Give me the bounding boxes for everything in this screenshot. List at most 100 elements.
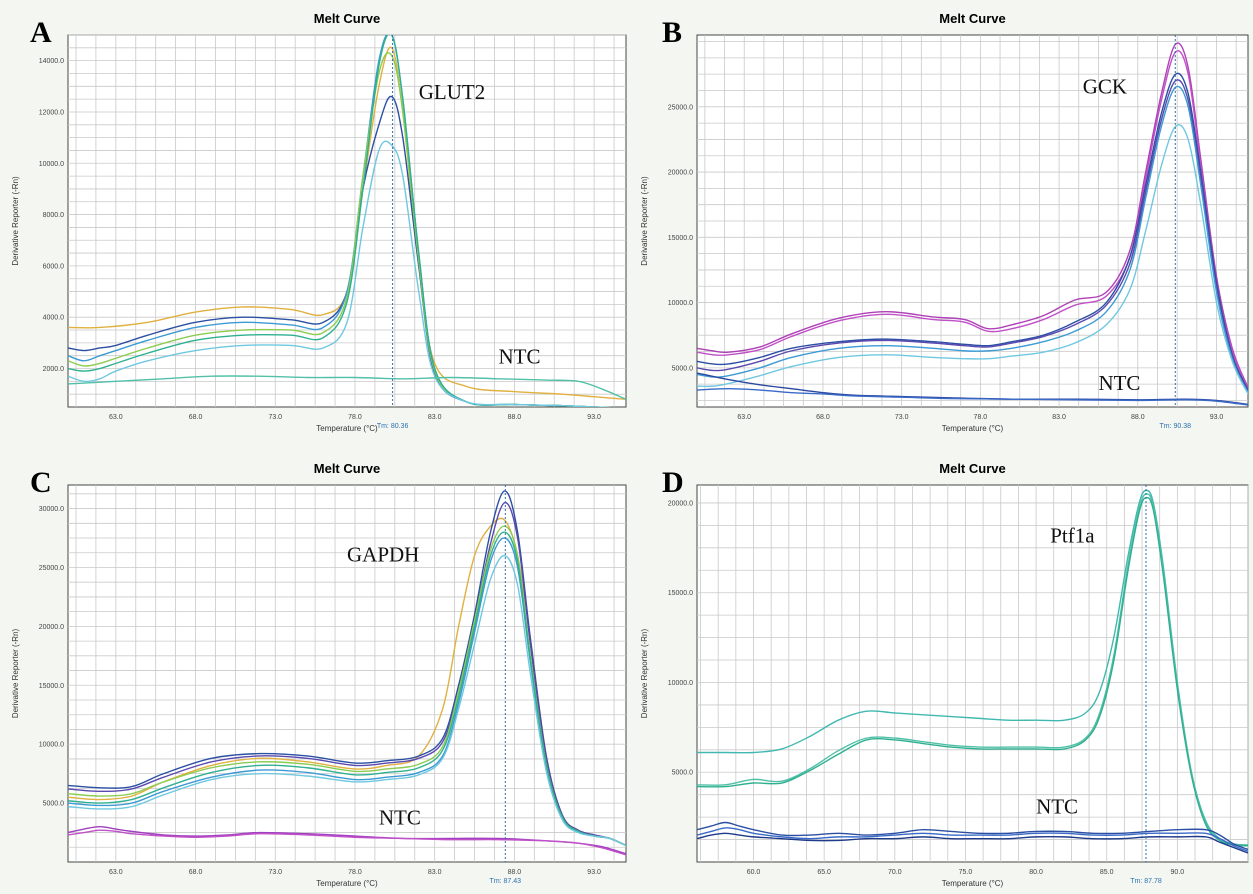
y-axis-label: Derivative Reporter (-Rn) bbox=[11, 176, 20, 266]
y-tick-label: 10000.0 bbox=[668, 300, 693, 307]
x-tick-label: 80.0 bbox=[1029, 869, 1043, 876]
series-line bbox=[68, 829, 626, 856]
x-tick-label: 83.0 bbox=[428, 414, 442, 421]
y-tick-label: 10000.0 bbox=[668, 680, 693, 687]
series-line bbox=[68, 554, 626, 847]
tm-label: Tm: 90.38 bbox=[1160, 423, 1192, 430]
x-tick-label: 83.0 bbox=[1052, 414, 1066, 421]
x-tick-label: 93.0 bbox=[587, 414, 601, 421]
y-tick-label: 12000.0 bbox=[39, 109, 64, 116]
y-tick-label: 5000.0 bbox=[672, 365, 694, 372]
x-tick-label: 83.0 bbox=[428, 869, 442, 876]
y-tick-label: 20000.0 bbox=[39, 624, 64, 631]
x-tick-label: 68.0 bbox=[189, 414, 203, 421]
y-tick-label: 15000.0 bbox=[668, 590, 693, 597]
y-tick-label: 25000.0 bbox=[39, 565, 64, 572]
series-line bbox=[68, 35, 612, 407]
x-tick-label: 85.0 bbox=[1100, 869, 1114, 876]
series-line bbox=[697, 85, 1248, 393]
chart-title: Melt Curve bbox=[939, 11, 1005, 26]
x-tick-label: 78.0 bbox=[348, 869, 362, 876]
series-line bbox=[697, 42, 1248, 388]
plot-area bbox=[67, 34, 627, 408]
annotation-label: NTC bbox=[1098, 371, 1140, 395]
x-tick-label: 73.0 bbox=[895, 414, 909, 421]
series-group bbox=[68, 490, 626, 856]
y-tick-label: 14000.0 bbox=[39, 58, 64, 65]
y-tick-label: 6000.0 bbox=[43, 263, 65, 270]
chart-title: Melt Curve bbox=[314, 11, 380, 26]
series-group bbox=[697, 489, 1248, 854]
series-line bbox=[697, 388, 1248, 406]
series-group bbox=[68, 35, 626, 407]
y-tick-label: 10000.0 bbox=[39, 742, 64, 749]
chart-panel-a: A Melt Curve 63.0 68.0 73.0 78.0 83.0 88.0 93.0 2… bbox=[11, 11, 627, 433]
series-line bbox=[697, 72, 1248, 391]
y-tick-label: 30000.0 bbox=[39, 506, 64, 513]
annotation-label: NTC bbox=[379, 805, 421, 829]
plot-area bbox=[67, 484, 627, 863]
chart-panel-b: B Melt Curve 63.0 68.0 73.0 78.0 83.0 88.0 93.0 5… bbox=[640, 11, 1249, 433]
x-tick-label: 73.0 bbox=[268, 869, 282, 876]
chart-title: Melt Curve bbox=[314, 461, 380, 476]
plot-area bbox=[696, 484, 1249, 863]
x-tick-label: 93.0 bbox=[587, 869, 601, 876]
series-line bbox=[697, 832, 1248, 854]
grid bbox=[68, 34, 626, 407]
y-tick-label: 25000.0 bbox=[668, 104, 693, 111]
x-tick-label: 93.0 bbox=[1210, 414, 1224, 421]
x-tick-label: 75.0 bbox=[959, 869, 973, 876]
series-line bbox=[697, 496, 1248, 847]
x-tick-label: 88.0 bbox=[508, 414, 522, 421]
x-tick-label: 63.0 bbox=[737, 414, 751, 421]
series-line bbox=[697, 827, 1248, 852]
y-tick-label: 15000.0 bbox=[39, 683, 64, 690]
x-tick-label: 60.0 bbox=[747, 869, 761, 876]
x-tick-label: 63.0 bbox=[109, 869, 123, 876]
grid bbox=[697, 485, 1249, 862]
x-tick-label: 68.0 bbox=[816, 414, 830, 421]
y-tick-label: 5000.0 bbox=[43, 801, 65, 808]
x-tick-label: 70.0 bbox=[888, 869, 902, 876]
series-line bbox=[68, 531, 626, 847]
series-line bbox=[697, 821, 1248, 851]
y-tick-label: 5000.0 bbox=[672, 770, 694, 777]
series-group bbox=[697, 42, 1248, 406]
y-tick-label: 20000.0 bbox=[668, 500, 693, 507]
y-tick-label: 10000.0 bbox=[39, 161, 64, 168]
y-tick-label: 8000.0 bbox=[43, 212, 65, 219]
x-tick-label: 88.0 bbox=[1131, 414, 1145, 421]
y-axis-label: Derivative Reporter (-Rn) bbox=[11, 628, 20, 718]
panel-letter: C bbox=[30, 466, 52, 499]
x-axis-label: Temperature (°C) bbox=[316, 424, 378, 433]
x-tick-label: 90.0 bbox=[1171, 869, 1185, 876]
x-tick-label: 63.0 bbox=[109, 414, 123, 421]
series-line bbox=[68, 375, 626, 400]
chart-title: Melt Curve bbox=[939, 461, 1005, 476]
annotation-label: NTC bbox=[498, 344, 540, 368]
x-tick-label: 73.0 bbox=[268, 414, 282, 421]
y-tick-label: 15000.0 bbox=[668, 235, 693, 242]
chart-panel-c: C Melt Curve 63.0 68.0 73.0 78.0 83.0 88.0 93.0 5… bbox=[11, 461, 627, 888]
y-tick-label: 20000.0 bbox=[668, 170, 693, 177]
x-tick-label: 78.0 bbox=[348, 414, 362, 421]
series-line bbox=[697, 79, 1248, 392]
tm-label: Tm: 80.36 bbox=[377, 423, 409, 430]
x-tick-label: 78.0 bbox=[974, 414, 988, 421]
annotation-label: GCK bbox=[1083, 75, 1127, 99]
panel-letter: D bbox=[662, 466, 684, 499]
tm-label: Tm: 87.43 bbox=[490, 878, 522, 885]
y-tick-label: 4000.0 bbox=[43, 315, 65, 322]
x-tick-label: 68.0 bbox=[189, 869, 203, 876]
x-axis-label: Temperature (°C) bbox=[942, 879, 1004, 888]
x-tick-label: 88.0 bbox=[508, 869, 522, 876]
y-axis-label: Derivative Reporter (-Rn) bbox=[640, 628, 649, 718]
series-line bbox=[68, 46, 626, 401]
y-axis-label: Derivative Reporter (-Rn) bbox=[640, 176, 649, 266]
series-line bbox=[697, 124, 1248, 395]
y-tick-label: 2000.0 bbox=[43, 366, 65, 373]
annotation-label: Ptf1a bbox=[1050, 523, 1095, 547]
tm-label: Tm: 87.78 bbox=[1130, 878, 1162, 885]
x-tick-label: 65.0 bbox=[817, 869, 831, 876]
